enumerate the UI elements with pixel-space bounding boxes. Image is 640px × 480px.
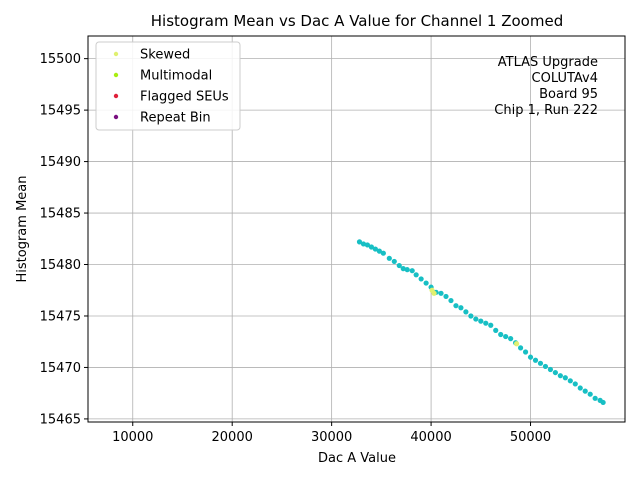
annotation-line: COLUTAv4 [532,71,598,86]
data-point [438,290,444,296]
data-point [372,246,378,252]
data-point [478,318,484,324]
data-point [517,345,524,351]
data-point [577,385,583,391]
data-point [418,276,424,282]
x-axis-label: Dac A Value [318,451,396,466]
x-axis-ticks: 10000 20000 30000 40000 50000 [112,422,551,445]
data-point [380,250,386,256]
data-point [542,363,549,370]
y-axis-label: Histogram Mean [15,176,30,283]
data-point [587,391,593,397]
legend-label: Flagged SEUs [140,90,229,105]
data-point [532,357,539,363]
data-point [582,388,588,394]
data-point [508,336,514,342]
legend-marker [113,114,119,120]
data-point [498,331,504,338]
data-point [572,381,578,387]
data-point [547,366,554,373]
annotation-line: Chip 1, Run 222 [494,103,598,118]
x-tick-label: 40000 [410,430,451,445]
annotation-line: Board 95 [539,87,598,102]
skewed-point [431,290,437,296]
data-point [458,305,464,311]
y-tick-label: 15490 [40,155,81,170]
x-tick-label: 50000 [510,430,551,445]
legend-label: Repeat Bin [140,111,211,126]
legend-box [95,41,241,131]
data-point [522,349,529,355]
data-point [488,322,494,328]
data-point [463,309,469,315]
y-tick-label: 15470 [40,361,81,376]
y-tick-label: 15465 [40,412,81,427]
data-point [527,354,534,360]
data-point [409,268,415,274]
data-point [453,303,459,309]
grid-lines [88,36,625,422]
data-point [567,378,573,384]
legend-marker [113,72,119,78]
data-point [557,373,563,379]
data-point [364,242,371,248]
data-point [537,360,544,366]
x-tick-label: 30000 [311,430,352,445]
data-point [600,399,606,406]
data-point [592,395,598,401]
annotation-line: ATLAS Upgrade [498,55,598,70]
data-point [562,375,568,381]
y-tick-label: 15500 [40,52,81,67]
data-point [396,262,402,269]
legend-label: Skewed [140,48,190,63]
data-point [400,266,406,272]
y-axis-ticks: 15465 15470 15475 15480 15485 15490 15495 15500 [40,52,88,427]
data-point [413,272,419,278]
data-point [473,316,479,322]
data-point [360,241,367,247]
plot-frame [87,35,626,423]
y-tick-label: 15495 [40,104,81,119]
data-point [423,280,429,286]
skewed-point [514,341,520,347]
data-point [391,258,397,265]
x-tick-label: 10000 [112,430,153,445]
data-point [356,239,363,245]
data-point [443,293,449,300]
data-point [483,320,489,326]
data-point [376,248,382,254]
data-point [493,327,499,333]
legend-marker [113,93,119,99]
y-tick-label: 15480 [40,258,81,273]
legend: Skewed Multimodal Flagged SEUs Repeat Bin [95,41,241,131]
x-tick-label: 20000 [212,430,253,445]
data-point [468,313,474,319]
y-tick-label: 15485 [40,207,81,222]
legend-label: Multimodal [140,69,212,84]
data-points [356,239,606,406]
data-point [552,369,558,376]
data-point [404,267,410,273]
data-point [368,244,375,250]
data-point [448,297,454,304]
data-point [503,333,509,340]
y-tick-label: 15475 [40,309,81,324]
chart-title: Histogram Mean vs Dac A Value for Channe… [151,12,563,30]
legend-marker [113,51,119,57]
data-point [386,255,392,261]
